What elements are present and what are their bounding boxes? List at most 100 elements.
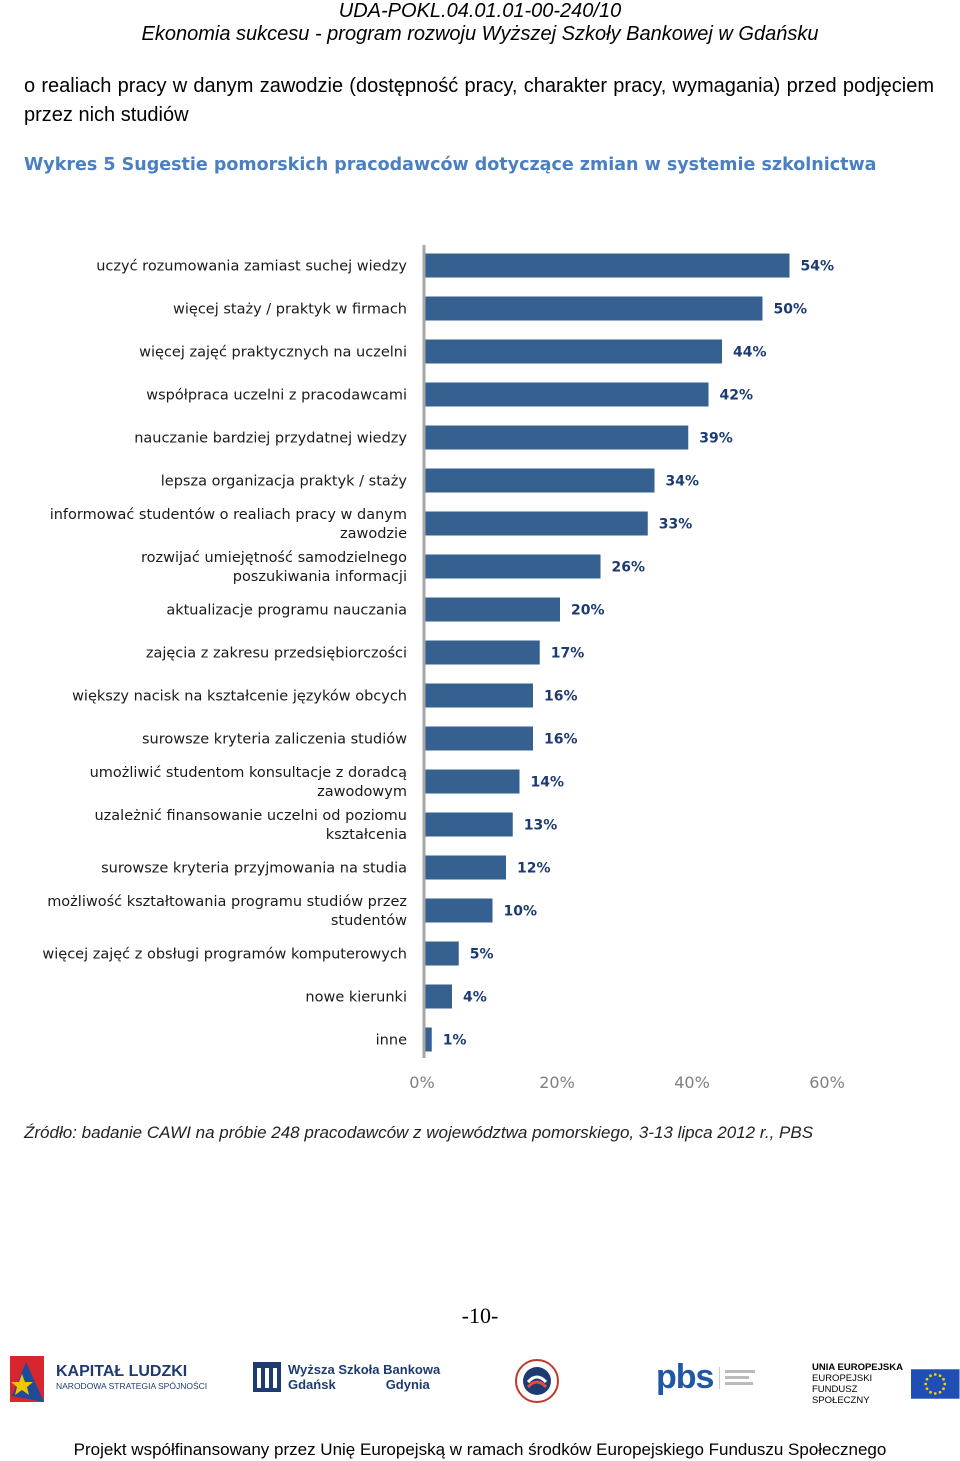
bar xyxy=(425,855,506,880)
category-label: więcej staży / praktyk w firmach xyxy=(173,302,407,318)
value-label: 14% xyxy=(531,775,565,791)
eu-star xyxy=(929,1374,933,1378)
eu-star xyxy=(943,1382,947,1386)
value-label: 13% xyxy=(524,818,558,834)
bar-chart: uczyć rozumowania zamiast suchej wiedzy 5… xyxy=(42,245,845,1092)
eu-star xyxy=(942,1377,946,1381)
eu-line3: FUNDUSZ SPOŁECZNY xyxy=(812,1384,870,1406)
page-number: -10- xyxy=(461,1303,499,1328)
quality-seal-logo xyxy=(514,1358,560,1404)
pbs-logo: pbs xyxy=(656,1358,771,1397)
eu-star xyxy=(942,1387,946,1391)
category-label: inne xyxy=(376,1033,407,1049)
kapital-ludzki-subtitle: NARODOWA STRATEGIA SPÓJNOŚCI xyxy=(56,1381,208,1391)
bar xyxy=(425,640,540,665)
bar xyxy=(425,425,689,450)
bar xyxy=(425,812,513,837)
value-label: 1% xyxy=(443,1033,467,1049)
category-label: nowe kierunki xyxy=(305,990,407,1006)
x-tick-label: 60% xyxy=(809,1073,845,1092)
bar xyxy=(425,683,533,708)
x-tick-label: 0% xyxy=(409,1073,434,1092)
value-label: 17% xyxy=(551,646,585,662)
category-label: uczyć rozumowania zamiast suchej wiedzy xyxy=(96,259,407,275)
figure-caption: Wykres 5 Sugestie pomorskich pracodawców… xyxy=(24,155,877,175)
eu-star xyxy=(926,1387,929,1391)
value-label: 42% xyxy=(720,388,754,404)
value-label: 5% xyxy=(470,947,494,963)
bar xyxy=(425,769,520,794)
bar xyxy=(425,898,493,923)
category-label: rozwijać umiejętność samodzielnego poszuk… xyxy=(141,550,407,585)
bar xyxy=(425,726,533,751)
bar xyxy=(425,554,601,579)
bar xyxy=(425,339,722,364)
pbs-name: pbs xyxy=(656,1358,714,1396)
pbs-tagline-icon xyxy=(719,1366,756,1389)
wsb-logo: Wyższa Szkoła Bankowa Gdańsk Gdynia xyxy=(252,1360,440,1394)
value-label: 34% xyxy=(666,474,700,490)
value-label: 50% xyxy=(774,302,808,318)
x-tick-label: 20% xyxy=(539,1073,575,1092)
value-label: 16% xyxy=(544,732,578,748)
eu-flag-icon xyxy=(911,1369,960,1399)
category-label: współpraca uczelni z pracodawcami xyxy=(146,388,407,404)
logo-strip: KAPITAŁ LUDZKI NARODOWA STRATEGIA SPÓJNO… xyxy=(0,1348,960,1412)
x-tick-label: 40% xyxy=(674,1073,710,1092)
category-label: więcej zajęć z obsługi programów kompute… xyxy=(42,947,407,963)
intro-paragraph: o realiach pracy w danym zawodzie (dostę… xyxy=(24,75,934,126)
bar xyxy=(425,1027,432,1052)
value-label: 4% xyxy=(463,990,487,1006)
category-label: zajęcia z zakresu przedsiębiorczości xyxy=(146,646,407,662)
category-label: aktualizacje programu nauczania xyxy=(166,603,407,619)
eu-line2: EUROPEJSKI xyxy=(812,1373,873,1384)
eu-star xyxy=(939,1374,942,1378)
bar xyxy=(425,296,763,321)
bar xyxy=(425,382,709,407)
category-label: uzależnić finansowanie uczelni od poziom… xyxy=(94,808,407,843)
funding-footer: Projekt współfinansowany przez Unię Euro… xyxy=(73,1440,887,1459)
eu-logo: UNIA EUROPEJSKA EUROPEJSKI FUNDUSZ SPOŁE… xyxy=(812,1362,960,1406)
category-label: informować studentów o realiach pracy w … xyxy=(50,507,407,542)
value-label: 39% xyxy=(699,431,733,447)
bar xyxy=(425,468,655,493)
category-label: więcej zajęć praktycznych na uczelni xyxy=(139,345,407,361)
eu-line1: UNIA EUROPEJSKA xyxy=(812,1362,903,1373)
star-flag-icon xyxy=(10,1356,44,1402)
source-note: Źródło: badanie CAWI na próbie 248 praco… xyxy=(24,1123,814,1142)
eu-star xyxy=(934,1373,938,1376)
eu-star xyxy=(926,1377,929,1381)
bar xyxy=(425,597,560,622)
bar xyxy=(425,984,452,1009)
value-label: 33% xyxy=(659,517,693,533)
value-label: 12% xyxy=(517,861,551,877)
wsb-city-gdynia: Gdynia xyxy=(385,1377,430,1392)
value-label: 26% xyxy=(612,560,646,576)
wsb-building-icon xyxy=(253,1362,281,1392)
category-label: surowsze kryteria zaliczenia studiów xyxy=(142,732,407,748)
eu-star xyxy=(929,1390,933,1394)
project-code: UDA-POKL.04.01.01-00-240/10 xyxy=(338,0,622,22)
seal-icon xyxy=(515,1359,559,1403)
wsb-city-gdansk: Gdańsk xyxy=(288,1377,336,1392)
kapital-ludzki-title: KAPITAŁ LUDZKI xyxy=(56,1363,188,1380)
eu-star xyxy=(934,1392,938,1395)
value-label: 54% xyxy=(801,259,835,275)
category-label: surowsze kryteria przyjmowania na studia xyxy=(101,861,407,877)
eu-star xyxy=(939,1390,942,1394)
bar xyxy=(425,253,790,278)
category-label: lepsza organizacja praktyk / staży xyxy=(161,474,408,490)
value-label: 20% xyxy=(571,603,605,619)
value-label: 44% xyxy=(733,345,767,361)
value-label: 16% xyxy=(544,689,578,705)
value-label: 10% xyxy=(504,904,538,920)
category-label: większy nacisk na kształcenie języków ob… xyxy=(72,689,407,705)
category-label: nauczanie bardziej przydatnej wiedzy xyxy=(134,431,407,447)
eu-star xyxy=(924,1382,928,1386)
bar xyxy=(425,941,459,966)
category-label: umożliwić studentom konsultacje z doradc… xyxy=(90,765,407,800)
project-title: Ekonomia sukcesu - program rozwoju Wyższ… xyxy=(141,23,819,45)
bar xyxy=(425,511,648,536)
category-label: możliwość kształtowania programu studiów… xyxy=(47,894,407,929)
kapital-ludzki-logo: KAPITAŁ LUDZKI NARODOWA STRATEGIA SPÓJNO… xyxy=(6,1352,207,1406)
